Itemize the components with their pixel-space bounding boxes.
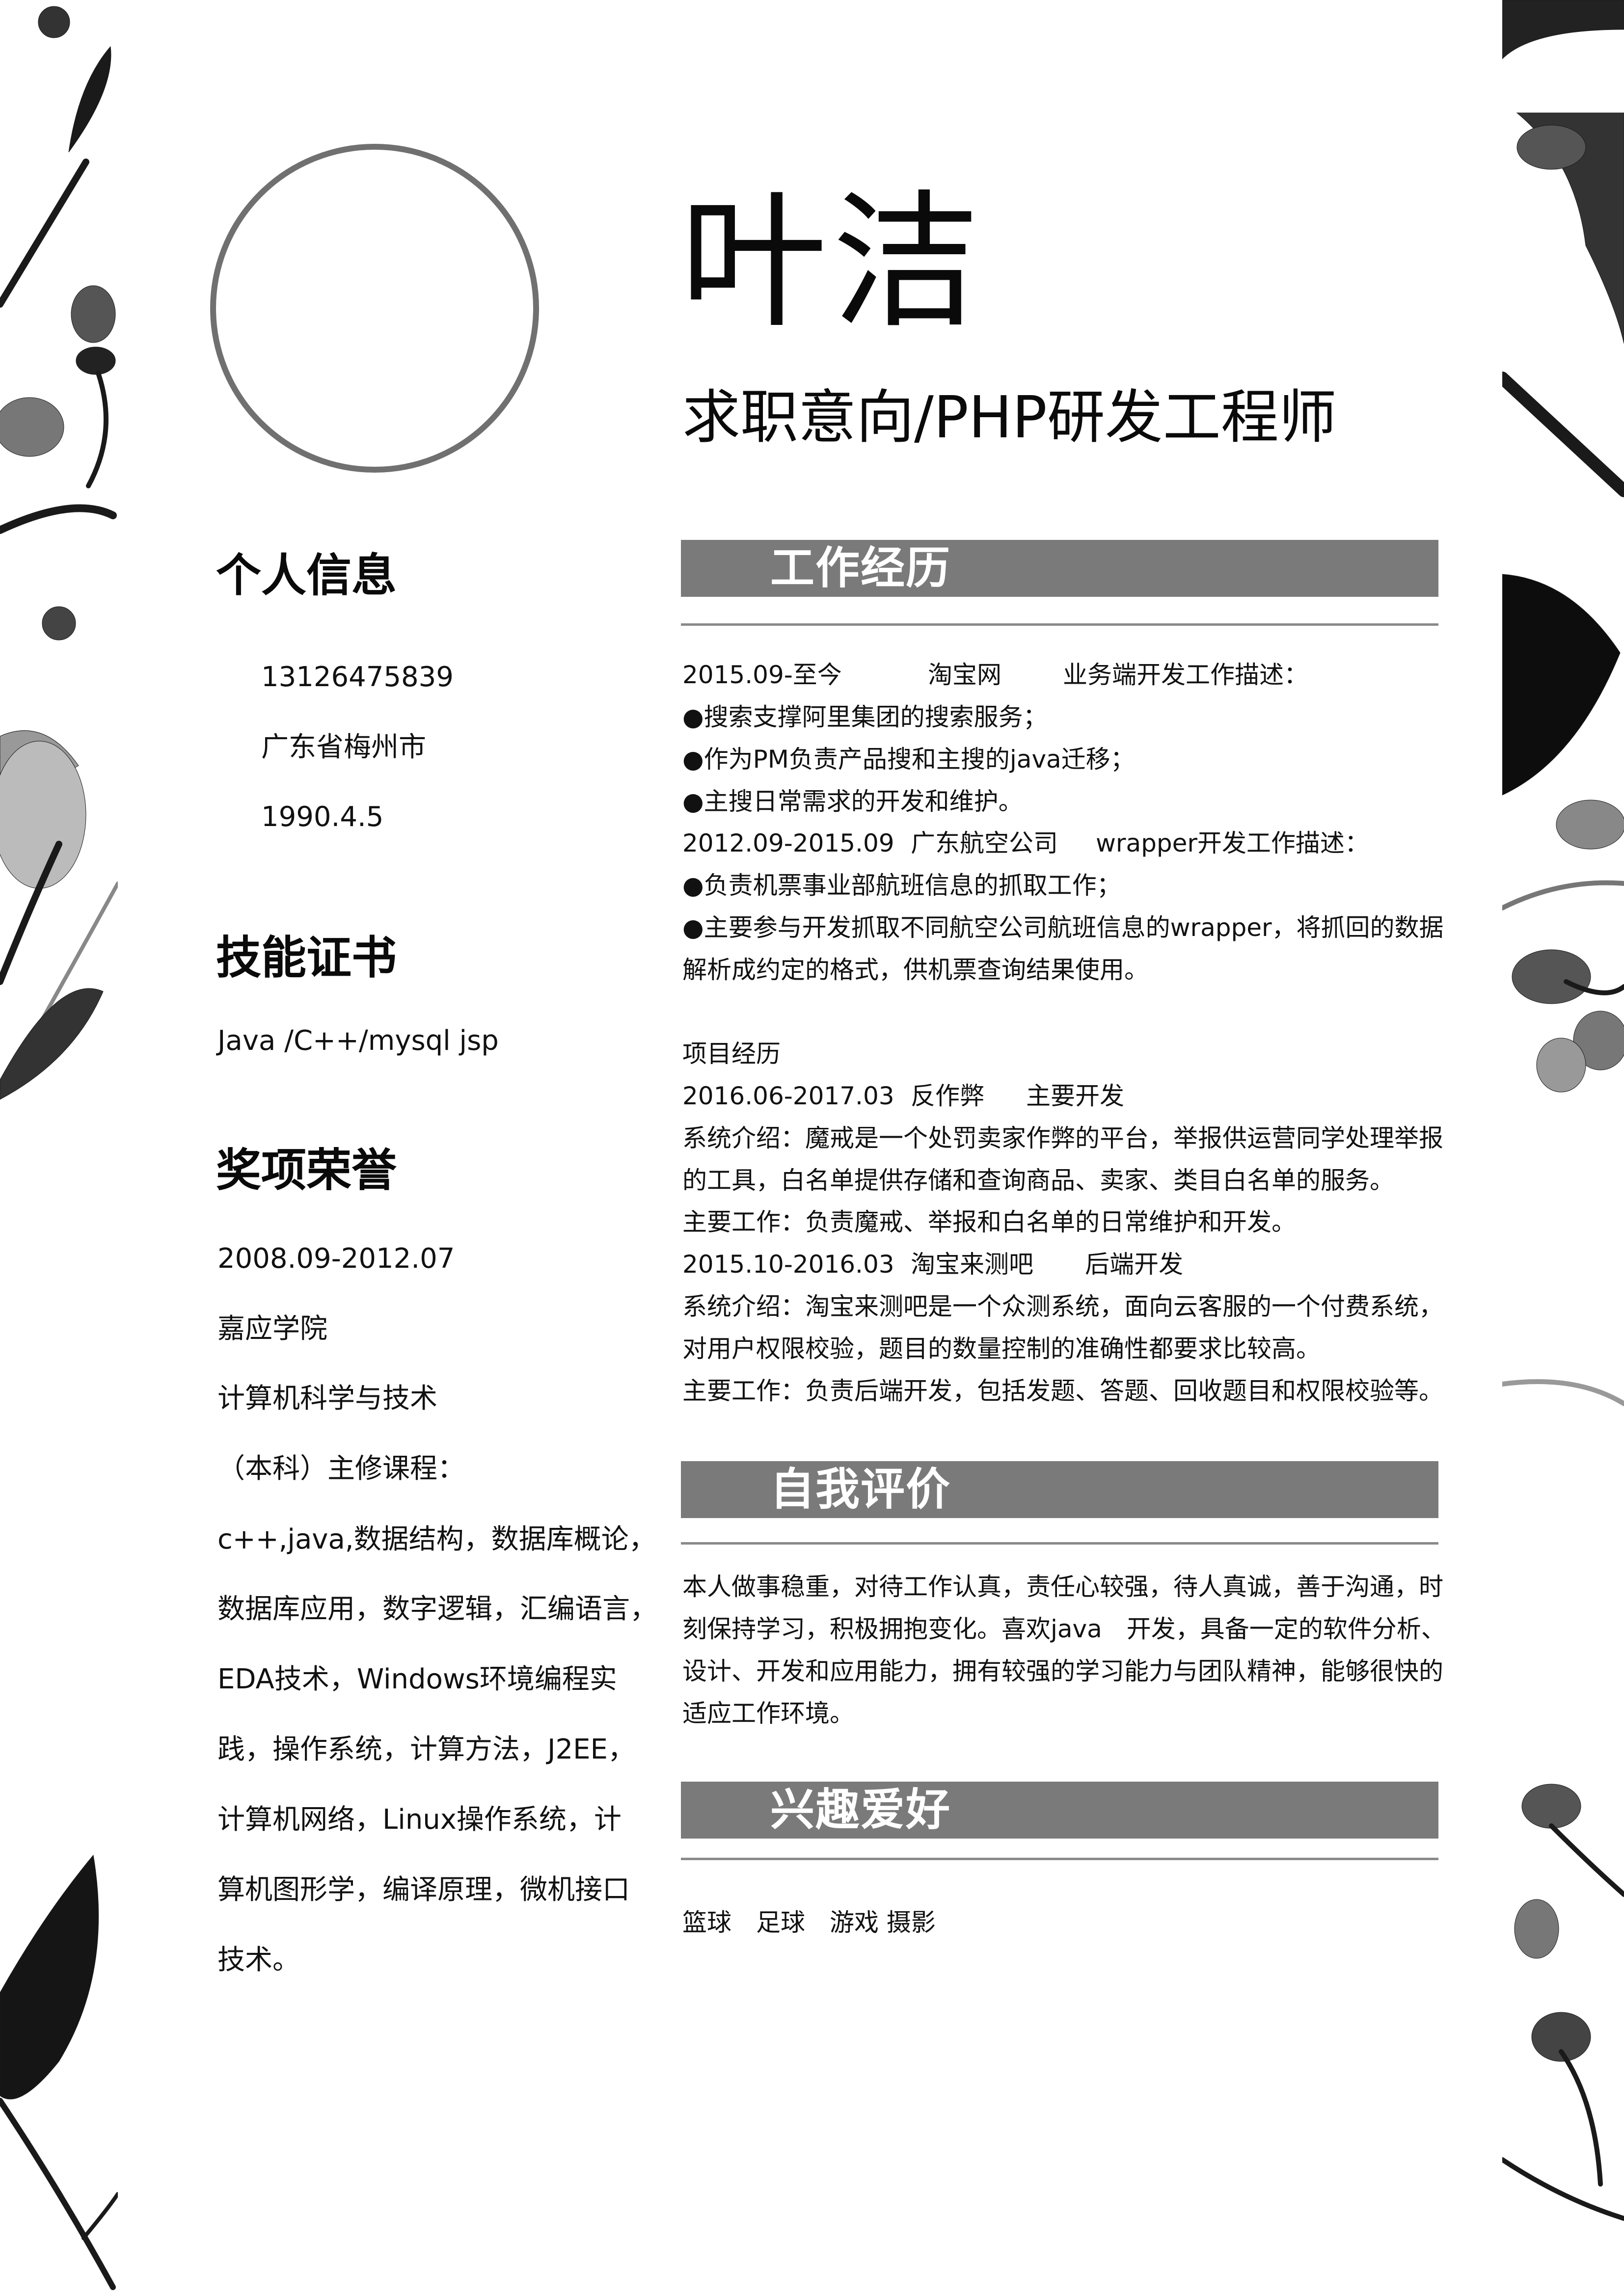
skills-text: Java /C++/mysql jsp — [217, 1025, 499, 1057]
job-period: 2015.09-至今 — [682, 661, 842, 689]
awards-line: 2008.09-2012.07 — [217, 1243, 455, 1275]
awards-line: EDA技术，Windows环境编程实 — [217, 1663, 617, 1695]
job-bullet: ●主要参与开发抓取不同航空公司航班信息的wrapper，将抓回的数据 — [682, 913, 1444, 942]
location: 广东省梅州市 — [261, 731, 426, 763]
section-divider — [681, 1858, 1438, 1860]
project-period: 2015.10-2016.03 — [682, 1250, 894, 1279]
job-company: 淘宝网 — [928, 661, 1001, 689]
work-section-header: 工作经历 — [681, 540, 1438, 597]
project-line: 主要工作：负责魔戒、举报和白名单的日常维护和开发。 — [682, 1208, 1296, 1236]
awards-line: （本科）主修课程： — [217, 1453, 465, 1485]
section-divider — [681, 623, 1438, 626]
hobbies-text: 篮球 足球 游戏 摄影 — [682, 1908, 936, 1937]
job-company: 广东航空公司 — [911, 829, 1058, 857]
project-line: 的工具，白名单提供存储和查询商品、卖家、类目白名单的服务。 — [682, 1166, 1394, 1195]
birth-date: 1990.4.5 — [261, 801, 384, 833]
job-bullet: ●主搜日常需求的开发和维护。 — [682, 787, 1023, 816]
section-divider — [681, 1542, 1438, 1545]
awards-line: 计算机网络，Linux操作系统，计 — [217, 1804, 622, 1836]
personal-info-heading: 个人信息 — [216, 549, 397, 602]
self-eval-section-header: 自我评价 — [681, 1461, 1438, 1518]
self-eval-section-title: 自我评价 — [770, 1464, 951, 1515]
project-name: 反作弊 — [911, 1082, 984, 1110]
awards-line: c++,java,数据结构，数据库概论， — [217, 1523, 656, 1555]
job-bullet: ●作为PM负责产品搜和主搜的java迁移； — [682, 745, 1135, 774]
self-eval-line: 设计、开发和应用能力，拥有较强的学习能力与团队精神，能够很快的 — [682, 1657, 1443, 1685]
awards-line: 数据库应用，数字逻辑，汇编语言， — [217, 1593, 657, 1625]
awards-line: 算机图形学，编译原理，微机接口 — [217, 1874, 630, 1906]
job-role: wrapper开发工作描述： — [1096, 829, 1369, 857]
job-period: 2012.09-2015.09 — [682, 829, 894, 857]
projects-label: 项目经历 — [682, 1040, 781, 1068]
project-name: 淘宝来测吧 — [911, 1250, 1033, 1279]
job-bullet: ●负责机票事业部航班信息的抓取工作； — [682, 871, 1121, 900]
project-period: 2016.06-2017.03 — [682, 1082, 894, 1110]
project-line: 系统介绍：淘宝来测吧是一个众测系统，面向云客服的一个付费系统， — [682, 1292, 1443, 1321]
project-entry: 2016.06-2017.03 反作弊 主要开发 — [682, 1080, 1124, 1112]
awards-heading: 奖项荣誉 — [216, 1144, 397, 1197]
candidate-name: 叶洁 — [680, 177, 984, 348]
project-line: 系统介绍：魔戒是一个处罚卖家作弊的平台，举报供运营同学处理举报 — [682, 1124, 1443, 1152]
skills-heading: 技能证书 — [216, 932, 397, 984]
self-eval-line: 刻保持学习，积极拥抱变化。喜欢java 开发，具备一定的软件分析、 — [682, 1615, 1446, 1643]
self-eval-line: 本人做事稳重，对待工作认真，责任心较强，待人真诚，善于沟通，时 — [682, 1573, 1443, 1601]
right-floral-decoration — [1502, 0, 1624, 2296]
work-section-title: 工作经历 — [770, 542, 951, 594]
hobbies-section-title: 兴趣爱好 — [770, 1784, 951, 1836]
job-role: 业务端开发工作描述： — [1063, 661, 1308, 689]
project-line: 主要工作：负责后端开发，包括发题、答题、回收题目和权限校验等。 — [682, 1377, 1443, 1405]
job-intent: 求职意向/PHP研发工程师 — [682, 383, 1337, 451]
awards-line: 践，操作系统，计算方法，J2EE， — [217, 1734, 635, 1765]
job-bullet: ●搜索支撑阿里集团的搜索服务； — [682, 703, 1048, 731]
project-role: 后端开发 — [1085, 1250, 1183, 1279]
job-bullet: 解析成约定的格式，供机票查询结果使用。 — [682, 956, 1149, 984]
awards-line: 计算机科学与技术 — [217, 1383, 437, 1415]
phone-number: 13126475839 — [261, 661, 454, 693]
project-role: 主要开发 — [1026, 1082, 1124, 1110]
hobbies-section-header: 兴趣爱好 — [681, 1782, 1438, 1839]
project-line: 对用户权限校验，题目的数量控制的准确性都要求比较高。 — [682, 1335, 1321, 1363]
job-entry: 2015.09-至今 淘宝网 业务端开发工作描述： — [682, 659, 1308, 691]
photo-placeholder — [210, 144, 539, 473]
awards-line: 嘉应学院 — [217, 1313, 327, 1345]
awards-line: 技术。 — [217, 1944, 300, 1976]
left-floral-decoration — [0, 0, 118, 2296]
self-eval-line: 适应工作环境。 — [682, 1699, 854, 1728]
project-entry: 2015.10-2016.03 淘宝来测吧 后端开发 — [682, 1249, 1183, 1280]
job-entry: 2012.09-2015.09 广东航空公司 wrapper开发工作描述： — [682, 828, 1369, 859]
